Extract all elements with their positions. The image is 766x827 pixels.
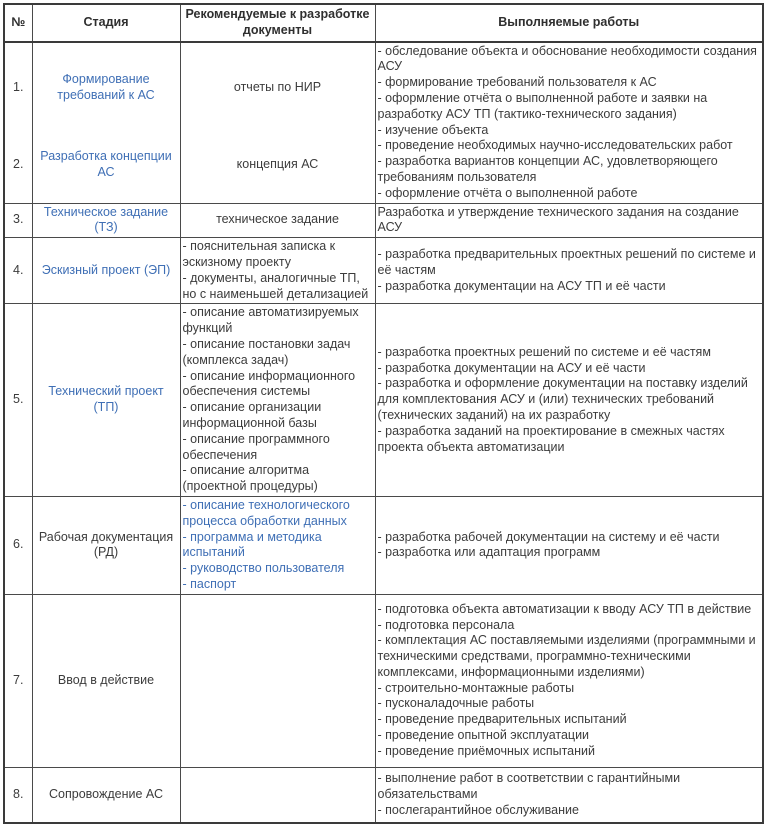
stage-cell-1-2: Формирование требований к АС Разработка … — [31, 41, 181, 204]
table-row-stage-5: 5. Технический проект (ТП) - описание ав… — [3, 303, 764, 497]
work-item: - разработка и оформление документации н… — [377, 376, 748, 423]
col-header-docs: Рекомендуемые к разработке документы — [179, 3, 376, 43]
work-item: - выполнение работ в соответствии с гара… — [377, 771, 681, 802]
stage-link-tekhnicheskoe-zadanie[interactable]: Техническое задание (ТЗ) — [43, 204, 169, 235]
docs-cell-1-2: отчеты по НИР концепция АС — [179, 41, 376, 204]
work-item: - разработка документации на АСУ и её ча… — [377, 360, 646, 375]
works-cell-4: - разработка предварительных проектных р… — [374, 237, 764, 305]
table-row-stage-4: 4. Эскизный проект (ЭП) - пояснительная … — [3, 237, 764, 305]
work-item: - разработка вариантов концепции АС, удо… — [377, 154, 718, 184]
stage-label-soprovozhdenie-as: Сопровождение АС — [31, 766, 181, 824]
docs-cell-6: - описание технологического процесса обр… — [179, 495, 376, 595]
doc-item: - документы, аналогичные ТП, но с наимен… — [182, 270, 369, 301]
row-number-8: 8. — [3, 766, 33, 824]
row-number-2: 2. — [13, 156, 24, 171]
doc-link[interactable]: - паспорт — [182, 576, 237, 591]
work-item: - разработка заданий на проектирование в… — [377, 423, 725, 454]
stage-cell-3: Техническое задание (ТЗ) — [31, 202, 181, 239]
work-item: - подготовка объекта автоматизации к вво… — [377, 601, 752, 616]
work-item: - разработка предварительных проектных р… — [377, 247, 756, 277]
doc-item-otchety-nir: отчеты по НИР — [233, 79, 322, 94]
works-cell-8: - выполнение работ в соответствии с гара… — [374, 766, 764, 824]
doc-item: - описание организации информационной ба… — [182, 400, 322, 430]
col-header-num: № — [3, 3, 33, 43]
doc-link[interactable]: - описание технологического процесса обр… — [182, 497, 350, 528]
doc-item: - описание автоматизируемых функций — [182, 305, 359, 336]
work-item: - разработка проектных решений по систем… — [377, 344, 711, 359]
docs-cell-5: - описание автоматизируемых функций - опи… — [179, 303, 376, 497]
row-number-6: 6. — [3, 495, 33, 595]
work-item: - комплектация АС поставляемыми изделиям… — [377, 633, 756, 679]
work-item: Разработка и утверждение технического за… — [377, 204, 739, 235]
work-item: - послегарантийное обслуживание — [377, 802, 579, 817]
work-item: - проведение необходимых научно-исследов… — [377, 138, 733, 153]
works-cell-6: - разработка рабочей документации на сис… — [374, 495, 764, 595]
work-item: - обследование объекта и обоснование нео… — [377, 43, 757, 74]
work-item: - подготовка персонала — [377, 617, 515, 632]
work-item: - разработка рабочей документации на сис… — [377, 529, 720, 544]
row-number-3: 3. — [3, 202, 33, 239]
stage-link-razrabotka-kontseptsii[interactable]: Разработка концепции АС — [40, 148, 172, 179]
stage-label-vvod-v-deystvie: Ввод в действие — [31, 593, 181, 768]
work-item: - разработка документации на АСУ ТП и её… — [377, 278, 666, 293]
table-row-stages-1-2: 1. 2. Формирование требований к АС Разра… — [3, 41, 764, 204]
table-row-stage-6: 6. Рабочая документация (РД) - описание … — [3, 495, 764, 595]
stage-link-tekhnichesky-proekt[interactable]: Технический проект (ТП) — [48, 384, 164, 415]
row-number-1: 1. — [13, 79, 24, 94]
stage-link-eskizny-proekt[interactable]: Эскизный проект (ЭП) — [41, 262, 171, 277]
table-row-stage-8: 8. Сопровождение АС - выполнение работ в… — [3, 766, 764, 824]
table-row-stage-7: 7. Ввод в действие - подготовка объекта … — [3, 593, 764, 768]
doc-item: - описание программного обеспечения — [182, 431, 330, 462]
col-header-stage: Стадия — [31, 3, 181, 43]
header-row: № Стадия Рекомендуемые к разработке доку… — [3, 3, 764, 43]
works-cell-3: Разработка и утверждение технического за… — [374, 202, 764, 239]
row-number-4: 4. — [3, 237, 33, 305]
as-development-stages-table: № Стадия Рекомендуемые к разработке доку… — [3, 3, 764, 825]
work-item: - изучение объекта — [377, 122, 489, 137]
work-item: - формирование требований пользователя к… — [377, 75, 657, 90]
work-item: - разработка или адаптация программ — [377, 545, 601, 560]
work-item: - оформление отчёта о выполненной работе — [377, 185, 638, 200]
works-cell-1-2: - обследование объекта и обоснование нео… — [374, 41, 764, 204]
work-item: - проведение опытной эксплуатации — [377, 728, 590, 743]
row-number-7: 7. — [3, 593, 33, 768]
stage-label-rabochaya-dokumentatsiya: Рабочая документация (РД) — [31, 495, 181, 595]
docs-cell-7-empty — [179, 593, 376, 768]
col-header-works: Выполняемые работы — [374, 3, 764, 43]
stage-cell-5: Технический проект (ТП) — [31, 303, 181, 497]
row-number-5: 5. — [3, 303, 33, 497]
table-row-stage-3: 3. Техническое задание (ТЗ) техническое … — [3, 202, 764, 239]
stage-cell-4: Эскизный проект (ЭП) — [31, 237, 181, 305]
docs-cell-4: - пояснительная записка к эскизному прое… — [179, 237, 376, 305]
doc-item: - описание постановки задач (комплекса з… — [182, 336, 351, 367]
doc-item: - описание алгоритма (проектной процедур… — [182, 463, 318, 494]
doc-item-tekhnicheskoe-zadanie: техническое задание — [179, 202, 376, 239]
works-cell-7: - подготовка объекта автоматизации к вво… — [374, 593, 764, 768]
doc-link[interactable]: - программа и методика испытаний — [182, 529, 322, 560]
work-item: - проведение приёмочных испытаний — [377, 743, 595, 758]
doc-item-kontseptsiya-as: концепция АС — [236, 156, 319, 171]
work-item: - строительно-монтажные работы — [377, 680, 575, 695]
works-cell-5: - разработка проектных решений по систем… — [374, 303, 764, 497]
doc-link[interactable]: - руководство пользователя — [182, 561, 345, 576]
work-item: - оформление отчёта о выполненной работе… — [377, 90, 708, 121]
docs-cell-8-empty — [179, 766, 376, 824]
num-cell-1-2: 1. 2. — [3, 41, 33, 204]
doc-item: - пояснительная записка к эскизному прое… — [182, 239, 336, 269]
work-item: - проведение предварительных испытаний — [377, 712, 627, 727]
doc-item: - описание информационного обеспечения с… — [182, 368, 356, 399]
stage-link-formirovanie-trebovaniy[interactable]: Формирование требований к АС — [57, 71, 155, 102]
work-item: - пусконаладочные работы — [377, 696, 535, 711]
